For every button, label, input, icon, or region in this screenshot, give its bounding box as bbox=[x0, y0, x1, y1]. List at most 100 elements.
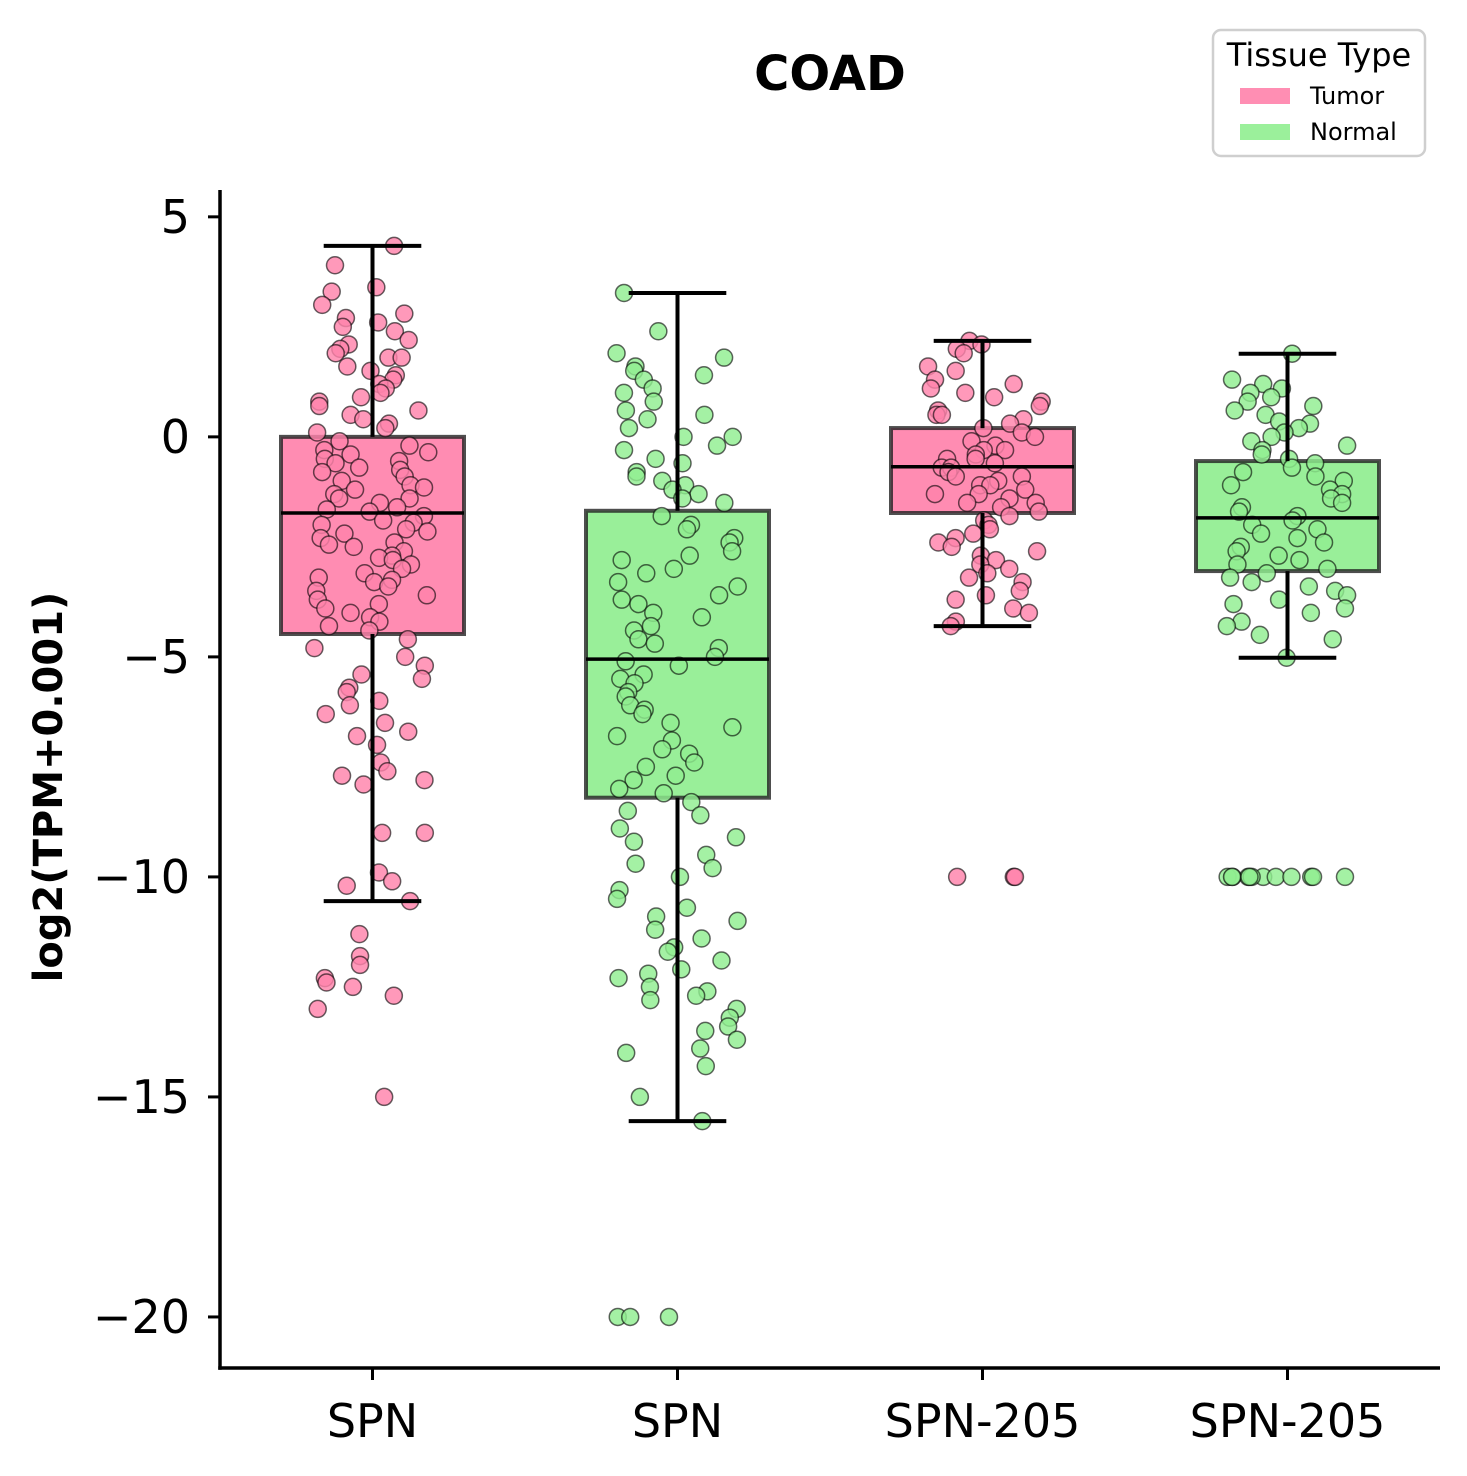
data-point-tumor-spn bbox=[367, 277, 386, 297]
data-point-normal-spn bbox=[727, 1030, 747, 1049]
data-point-normal-spn bbox=[658, 942, 678, 961]
data-point-normal-spn bbox=[670, 867, 690, 887]
data-point-tumor-spn bbox=[316, 704, 336, 724]
data-point-tumor-spn bbox=[350, 955, 370, 975]
data-point-tumor-spn bbox=[398, 722, 418, 741]
data-point-tumor-spn bbox=[338, 357, 357, 376]
data-point-normal-spn bbox=[618, 801, 638, 821]
data-point-tumor-spn bbox=[392, 348, 411, 367]
data-point-tumor-spn-205 bbox=[1029, 502, 1049, 521]
data-point-tumor-spn bbox=[415, 823, 435, 843]
data-point-tumor-spn-205 bbox=[985, 454, 1005, 473]
data-point-normal-spn bbox=[696, 1056, 716, 1076]
y-tick-label: 0 bbox=[161, 410, 190, 464]
data-point-normal-spn bbox=[682, 792, 701, 812]
data-point-tumor-spn bbox=[341, 603, 360, 623]
data-point-normal-spn bbox=[630, 1087, 650, 1107]
data-point-tumor-spn bbox=[354, 410, 373, 429]
data-point-normal-spn bbox=[614, 383, 634, 403]
data-point-normal-spn bbox=[609, 968, 628, 988]
box-group-normal-spn bbox=[584, 283, 771, 1327]
data-point-tumor-spn bbox=[307, 423, 327, 442]
data-point-tumor-spn bbox=[343, 977, 363, 997]
data-point-tumor-spn bbox=[329, 489, 349, 508]
data-point-normal-spn bbox=[652, 506, 671, 526]
data-point-normal-spn bbox=[624, 770, 643, 790]
y-tick-label: −10 bbox=[93, 850, 190, 904]
data-point-tumor-spn bbox=[345, 480, 365, 499]
data-point-normal-spn bbox=[636, 757, 656, 777]
y-axis-label: log2(TPM+0.001) bbox=[26, 592, 72, 983]
data-point-normal-spn-205 bbox=[1262, 427, 1281, 447]
data-point-normal-spn bbox=[696, 1021, 715, 1041]
data-point-normal-spn bbox=[612, 550, 631, 570]
data-point-normal-spn bbox=[644, 392, 663, 411]
plot-area bbox=[279, 236, 1381, 1327]
data-point-normal-spn-205 bbox=[1323, 630, 1343, 649]
data-point-tumor-spn-205 bbox=[1027, 542, 1047, 561]
data-point-normal-spn bbox=[637, 564, 656, 583]
data-point-normal-spn bbox=[666, 766, 685, 785]
data-point-normal-spn-205 bbox=[1314, 533, 1334, 552]
data-point-normal-spn-205 bbox=[1240, 867, 1259, 887]
data-point-tumor-spn bbox=[337, 876, 356, 895]
box-group-normal-spn-205 bbox=[1194, 344, 1381, 887]
x-tick-label: SPN-205 bbox=[1190, 1394, 1386, 1448]
data-point-normal-spn bbox=[609, 779, 629, 799]
data-point-normal-spn bbox=[614, 440, 634, 460]
data-point-tumor-spn-205 bbox=[1010, 581, 1030, 601]
data-point-normal-spn-205 bbox=[1332, 493, 1352, 513]
y-tick-label: −5 bbox=[122, 630, 190, 684]
data-point-normal-spn bbox=[689, 484, 708, 504]
data-point-normal-spn bbox=[619, 418, 639, 438]
legend-title: Tissue Type bbox=[1226, 36, 1411, 74]
data-point-normal-spn bbox=[653, 740, 672, 759]
data-point-tumor-spn bbox=[319, 616, 339, 636]
data-point-normal-spn-205 bbox=[1299, 577, 1319, 596]
data-point-tumor-spn bbox=[376, 418, 395, 438]
data-point-tumor-spn bbox=[333, 317, 353, 337]
y-tick-label: 5 bbox=[161, 190, 190, 244]
data-point-tumor-spn bbox=[317, 973, 336, 992]
y-tick-label: −20 bbox=[93, 1290, 190, 1344]
data-point-tumor-spn bbox=[349, 458, 369, 477]
data-point-tumor-spn bbox=[344, 537, 364, 557]
data-point-tumor-spn bbox=[316, 599, 335, 618]
data-point-normal-spn bbox=[616, 401, 636, 420]
data-point-tumor-spn-205 bbox=[976, 586, 996, 605]
data-point-normal-spn bbox=[728, 911, 747, 931]
data-point-normal-spn bbox=[726, 828, 746, 847]
data-point-normal-spn bbox=[638, 410, 657, 429]
data-point-tumor-spn bbox=[317, 500, 337, 519]
legend: Tissue Type Tumor Normal bbox=[1211, 28, 1427, 158]
data-point-normal-spn-205 bbox=[1337, 436, 1357, 455]
data-point-normal-spn bbox=[624, 832, 644, 851]
data-point-tumor-spn bbox=[374, 1087, 394, 1107]
data-point-normal-spn-205 bbox=[1301, 603, 1321, 623]
legend-label-normal: Normal bbox=[1310, 118, 1397, 146]
data-point-tumor-spn-205 bbox=[921, 379, 941, 398]
data-point-tumor-spn bbox=[332, 766, 352, 785]
data-point-normal-spn bbox=[607, 344, 626, 363]
data-point-normal-spn bbox=[695, 405, 714, 425]
data-point-tumor-spn bbox=[399, 330, 418, 350]
data-point-normal-spn bbox=[645, 920, 665, 939]
data-point-normal-spn bbox=[616, 652, 635, 671]
data-point-tumor-spn bbox=[312, 462, 332, 482]
data-point-normal-spn bbox=[680, 546, 699, 565]
data-point-tumor-spn bbox=[400, 489, 419, 508]
data-point-normal-spn-205 bbox=[1261, 388, 1281, 407]
data-point-normal-spn-205 bbox=[1238, 392, 1257, 411]
data-point-tumor-spn-205 bbox=[946, 361, 965, 381]
data-point-normal-spn-205 bbox=[1252, 445, 1272, 464]
data-point-tumor-spn-205 bbox=[942, 537, 961, 557]
data-point-normal-spn bbox=[629, 630, 648, 649]
data-point-normal-spn bbox=[690, 1039, 710, 1058]
data-point-tumor-spn-205 bbox=[932, 405, 952, 425]
data-point-normal-spn bbox=[664, 559, 684, 579]
legend-swatch-normal bbox=[1240, 124, 1290, 140]
data-point-tumor-spn bbox=[379, 577, 398, 596]
data-point-tumor-spn bbox=[409, 401, 428, 420]
data-point-tumor-spn bbox=[395, 647, 415, 667]
